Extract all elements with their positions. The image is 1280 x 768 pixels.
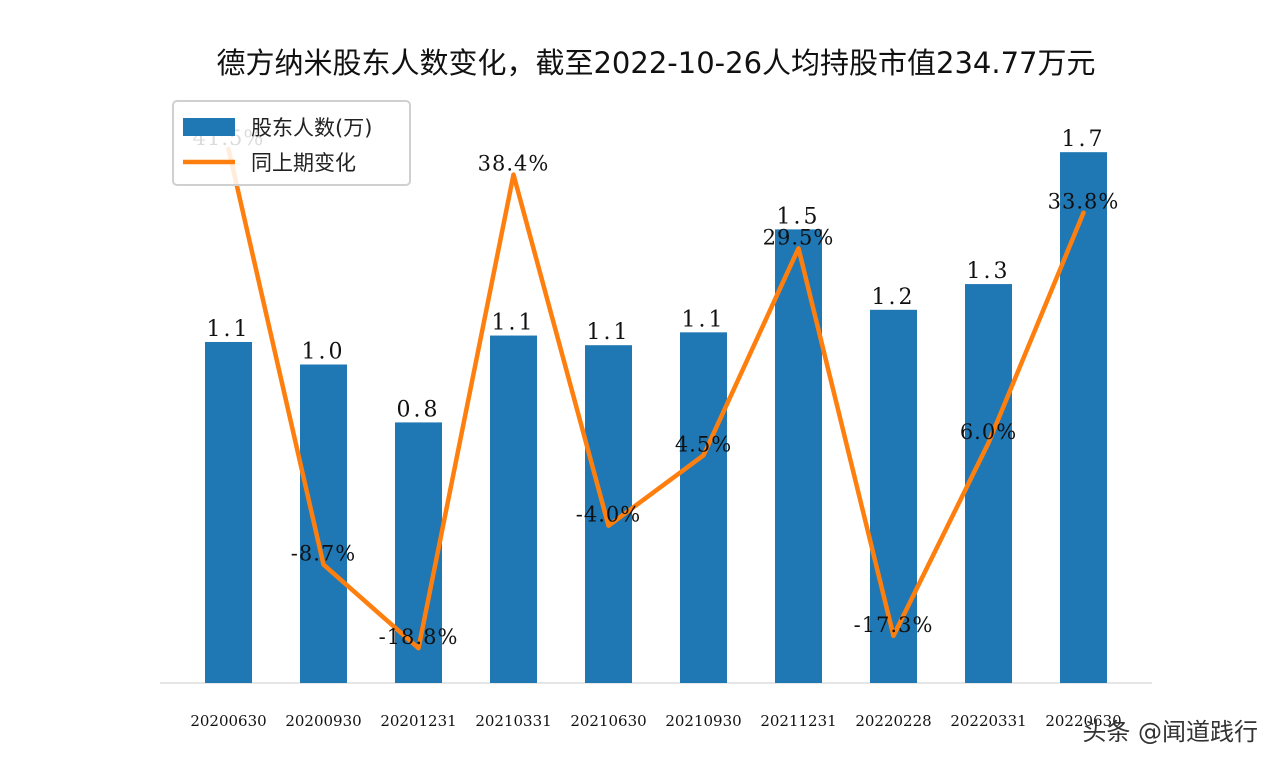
x-tick-label: 20220630 <box>1045 712 1121 730</box>
x-tick-label: 20210930 <box>665 712 741 730</box>
chart-title: 德方纳米股东人数变化，截至2022-10-26人均持股市值234.77万元 <box>216 46 1095 80</box>
legend-bar-swatch <box>183 118 235 136</box>
x-tick-label: 20210331 <box>475 712 551 730</box>
x-tick-labels: 20200630 20200930 20201231 20210331 20210630… <box>190 712 1121 730</box>
legend-line-label: 同上期变化 <box>251 151 356 175</box>
bar <box>1060 152 1107 683</box>
watermark-text: 头条 @闻道践行 <box>1082 718 1258 746</box>
x-tick-label: 20220228 <box>855 712 931 730</box>
x-tick-label: 20200930 <box>285 712 361 730</box>
bar-value-label: 1.1 <box>682 307 726 332</box>
line-value-label: -18.8% <box>379 625 459 649</box>
bar-value-label: 1.2 <box>872 285 916 310</box>
bar-value-label: 0.8 <box>397 397 441 422</box>
bar-value-label: 1.1 <box>492 311 536 336</box>
bar <box>300 364 347 683</box>
x-tick-label: 20210630 <box>570 712 646 730</box>
bar <box>205 341 252 683</box>
line-value-label: 29.5% <box>763 225 835 249</box>
legend-bar-label: 股东人数(万) <box>251 116 372 140</box>
x-tick-label: 20211231 <box>760 712 836 730</box>
line-value-label: -8.7% <box>291 542 356 566</box>
line-value-label: -4.0% <box>576 503 641 527</box>
x-tick-label: 20220331 <box>950 712 1026 730</box>
line-value-label: 4.5% <box>675 432 732 456</box>
line-value-label: -17.3% <box>854 613 934 637</box>
bar <box>680 332 727 683</box>
bar <box>775 229 822 683</box>
bar-value-label: 1.3 <box>967 259 1011 284</box>
line-value-label: 33.8% <box>1048 190 1120 214</box>
bar-value-label: 1.1 <box>207 317 251 342</box>
bar <box>490 335 537 683</box>
line-value-label: 38.4% <box>478 152 550 176</box>
bar <box>870 309 917 683</box>
bar-labels: 1.1 1.0 0.8 1.1 1.1 1.1 1.5 1.2 1.3 1.7 <box>207 127 1106 422</box>
line-value-label: 6.0% <box>960 420 1017 444</box>
line-labels: 41.5%-8.7%-18.8%38.4%-4.0%4.5%29.5%-17.3… <box>193 126 1120 649</box>
bar <box>965 284 1012 683</box>
change-line <box>226 146 1086 651</box>
bar-value-label: 1.0 <box>302 340 346 365</box>
x-tick-label: 20201231 <box>380 712 456 730</box>
legend: 股东人数(万) 同上期变化 <box>172 100 411 186</box>
bar-value-label: 1.1 <box>587 320 631 345</box>
bar-value-label: 1.7 <box>1062 127 1106 152</box>
bar-series <box>205 152 1107 683</box>
bar-value-label: 1.5 <box>777 204 821 229</box>
x-tick-label: 20200630 <box>190 712 266 730</box>
